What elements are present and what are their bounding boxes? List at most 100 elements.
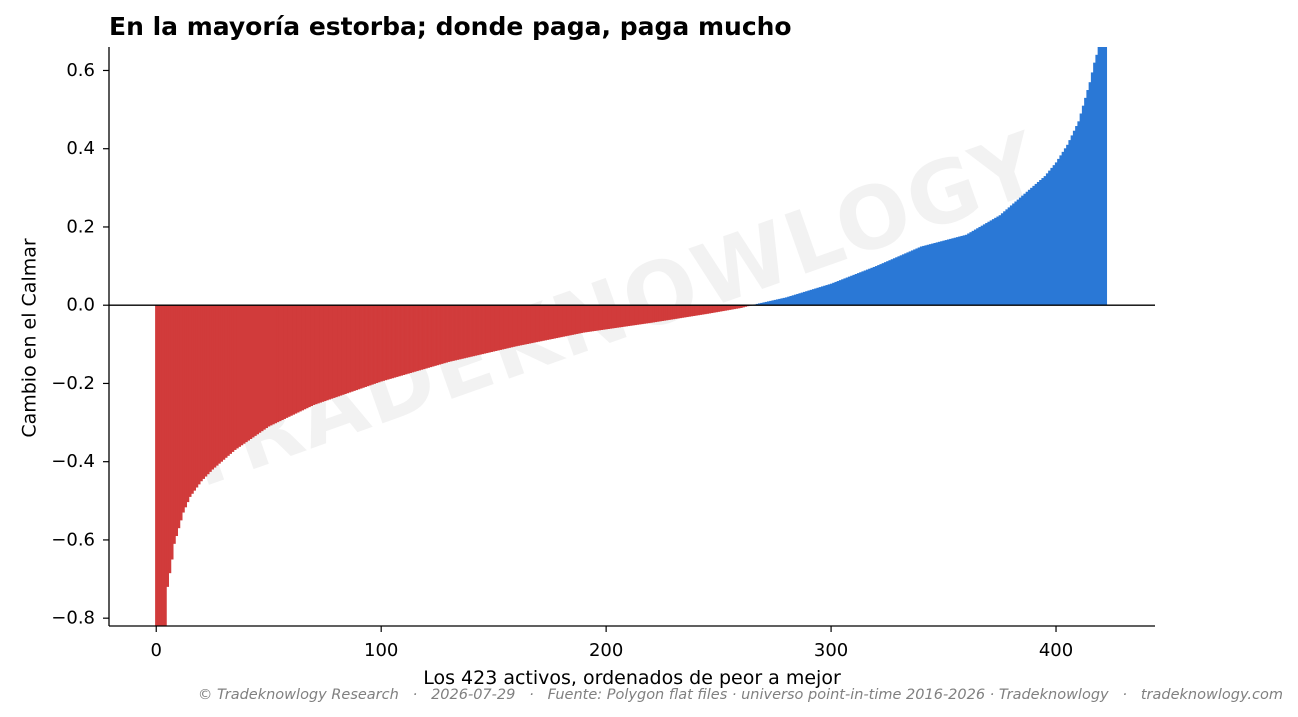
bar [967, 233, 970, 306]
bar [269, 305, 273, 426]
bar [530, 305, 534, 344]
bar [483, 305, 487, 354]
bar [296, 305, 300, 413]
bar [420, 305, 424, 370]
bar [476, 305, 480, 356]
bar [1054, 162, 1058, 306]
bar [429, 305, 433, 368]
bar [182, 305, 185, 513]
bar [933, 243, 937, 306]
bar [1090, 72, 1094, 306]
bar [636, 305, 640, 325]
bar [544, 305, 547, 341]
bar [191, 305, 194, 494]
bar [845, 277, 849, 306]
bar [425, 305, 428, 369]
bar [854, 274, 858, 306]
bar [730, 305, 734, 310]
bar [692, 305, 696, 316]
y-tick-label: 0.6 [66, 60, 95, 81]
bar [650, 305, 653, 323]
bar [681, 305, 685, 318]
bar [593, 305, 597, 331]
bar [499, 305, 502, 350]
bar [359, 305, 363, 389]
bar [645, 305, 649, 324]
bar [886, 261, 889, 306]
bar [272, 305, 275, 425]
bar [236, 305, 239, 449]
bar [838, 280, 842, 306]
bar [980, 225, 984, 306]
bar [508, 305, 511, 348]
bar [454, 305, 457, 361]
bar [897, 256, 901, 306]
bar [512, 305, 516, 347]
bar [407, 305, 410, 374]
bar [386, 305, 390, 380]
bar [341, 305, 345, 395]
bar [209, 305, 212, 472]
bar [789, 296, 793, 306]
bar [535, 305, 538, 343]
bar [357, 305, 361, 390]
bar [474, 305, 478, 356]
bar [227, 305, 230, 456]
bar [663, 305, 667, 321]
bar [769, 300, 772, 306]
bar [955, 237, 959, 306]
bar [960, 235, 964, 306]
bar [575, 305, 579, 334]
bar [337, 305, 340, 397]
bar [796, 293, 799, 306]
bar [892, 258, 896, 306]
bar [670, 305, 673, 320]
bar [467, 305, 471, 358]
bar [739, 305, 743, 308]
bar [260, 305, 264, 432]
bar [506, 305, 509, 349]
bar [222, 305, 226, 460]
bar [173, 305, 176, 544]
bar [667, 305, 671, 320]
x-axis-label: Los 423 activos, ordenados de peor a mej… [423, 667, 841, 689]
bar [625, 305, 628, 327]
bar [569, 305, 572, 336]
bar [823, 285, 826, 306]
bar [895, 257, 898, 306]
bar [616, 305, 619, 328]
bar [310, 305, 313, 407]
bar [571, 305, 574, 335]
bar [1023, 193, 1027, 306]
bar [989, 220, 993, 306]
bar [1077, 121, 1081, 306]
bar [305, 305, 309, 409]
bar [827, 284, 831, 306]
chart-title: En la mayoría estorba; donde paga, paga … [109, 12, 792, 41]
bar [1050, 167, 1054, 306]
bar [263, 305, 266, 430]
footer-note: © Tradeknowlogy Research · 2026-07-29 · … [198, 687, 1283, 703]
bar [566, 305, 570, 336]
bar [283, 305, 286, 419]
bar [344, 305, 347, 395]
bar [195, 305, 199, 488]
bar [942, 240, 946, 306]
bar [1079, 113, 1083, 306]
bar [787, 296, 790, 306]
bar [852, 274, 856, 306]
bar [618, 305, 622, 328]
bar [350, 305, 354, 392]
bar [870, 267, 874, 306]
bar [1075, 126, 1078, 306]
bar [494, 305, 498, 351]
bar [958, 236, 961, 306]
y-tick-label: 0.4 [66, 138, 95, 159]
bar [1043, 176, 1047, 306]
bar [953, 237, 957, 306]
bar [303, 305, 307, 410]
bar [865, 269, 869, 306]
bar [1000, 213, 1004, 306]
bar [584, 305, 588, 333]
bar [710, 305, 714, 314]
